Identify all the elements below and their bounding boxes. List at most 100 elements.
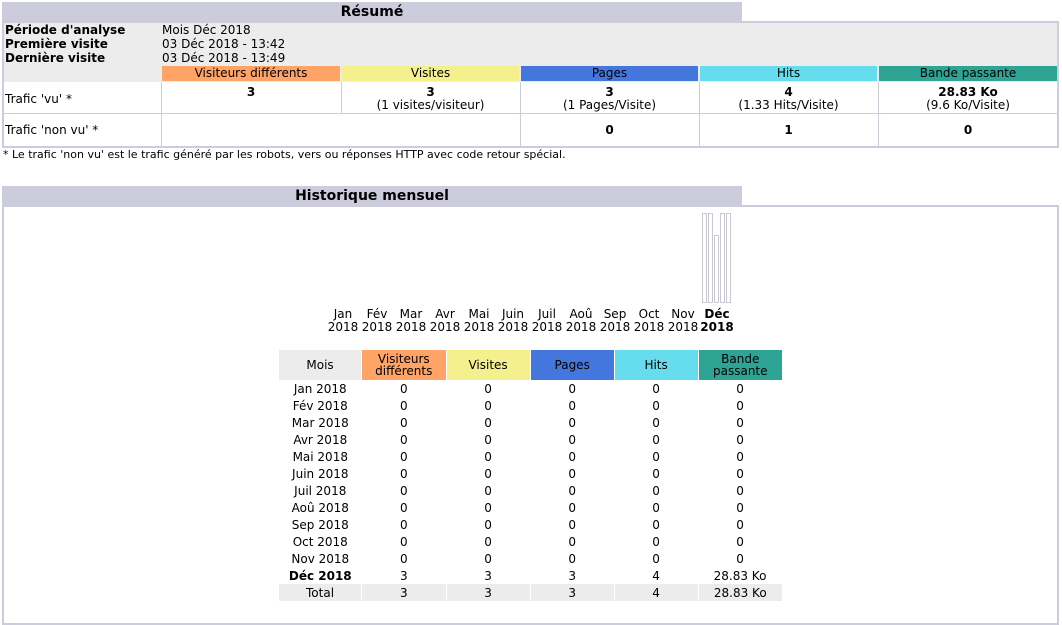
- history-cell-pages: 0: [568, 449, 576, 464]
- table-row: Sep 2018 0 0 0 0 0: [279, 516, 782, 533]
- history-cell-visitors: 0: [399, 432, 408, 447]
- history-cell-visitors: 0: [399, 398, 408, 413]
- history-cell-visits: 0: [484, 517, 492, 532]
- history-header-row: Mois Visiteurs différents Visites Pages …: [279, 350, 782, 380]
- history-col-hits: Hits: [613, 350, 699, 380]
- history-cell-pages: 0: [568, 534, 576, 549]
- history-cell-month: Mai 2018: [292, 449, 348, 464]
- table-row: Oct 2018 0 0 0 0 0: [279, 533, 782, 550]
- not-viewed-traffic-label: Trafic 'non vu' *: [5, 123, 99, 137]
- traffic-footnote: * Le trafic 'non vu' est le trafic génér…: [3, 148, 566, 161]
- history-cell-month: Juil 2018: [294, 483, 347, 498]
- history-cell-pages: 0: [568, 483, 576, 498]
- table-row: Mar 2018 0 0 0 0 0: [279, 414, 782, 431]
- history-cell-month: Aoû 2018: [291, 500, 349, 515]
- history-cell-pages: 0: [568, 500, 576, 515]
- history-table: Mois Visiteurs différents Visites Pages …: [279, 350, 782, 601]
- history-cell-pages: 0: [568, 415, 576, 430]
- first-visit-label: Première visite: [5, 37, 108, 51]
- viewed-hits: 4: [784, 85, 793, 99]
- table-row: Avr 2018 0 0 0 0 0: [279, 431, 782, 448]
- viewed-visits-ratio: (1 visites/visiteur): [376, 98, 485, 112]
- viewed-visits: 3: [426, 85, 435, 99]
- history-cell-visitors: 0: [399, 449, 408, 464]
- history-cell-month: Fév 2018: [292, 398, 348, 413]
- history-cell-month: Sep 2018: [291, 517, 349, 532]
- viewed-traffic-label: Trafic 'vu' *: [5, 92, 72, 106]
- history-cell-visits: 0: [484, 432, 492, 447]
- summary-col-visitors: Visiteurs différents: [162, 66, 340, 81]
- history-cell-hits: 0: [652, 449, 660, 464]
- not-viewed-bandwidth: 0: [963, 123, 973, 137]
- history-cell-hits: 4: [613, 584, 699, 601]
- table-row: Juil 2018 0 0 0 0 0: [279, 482, 782, 499]
- history-cell-pages: 0: [568, 551, 576, 566]
- table-row: Aoû 2018 0 0 0 0 0: [279, 499, 782, 516]
- history-cell-visitors: 3: [361, 584, 447, 601]
- history-cell-month: Total: [279, 584, 362, 601]
- history-cell-visits: 3: [445, 584, 531, 601]
- summary-title: Résumé: [2, 2, 742, 22]
- history-cell-bandwidth: 28.83 Ko: [713, 568, 767, 583]
- history-cell-visitors: 0: [399, 551, 408, 566]
- history-cell-pages: 0: [568, 466, 576, 481]
- history-cell-hits: 0: [652, 517, 660, 532]
- history-cell-visits: 0: [484, 483, 492, 498]
- history-cell-visitors: 0: [399, 381, 408, 396]
- history-cell-month: Mar 2018: [291, 415, 349, 430]
- history-cell-visitors: 0: [399, 415, 408, 430]
- history-col-month: Mois: [279, 350, 362, 380]
- period-value: Mois Déc 2018: [162, 23, 251, 37]
- history-cell-visits: 0: [484, 449, 492, 464]
- viewed-bandwidth: 28.83 Ko: [938, 85, 998, 99]
- history-cell-bandwidth: 0: [736, 466, 744, 481]
- history-cell-bandwidth: 0: [736, 500, 744, 515]
- history-cell-hits: 0: [652, 483, 660, 498]
- history-cell-bandwidth: 0: [736, 398, 744, 413]
- history-cell-bandwidth: 0: [736, 449, 744, 464]
- viewed-bandwidth-ratio: (9.6 Ko/Visite): [926, 98, 1010, 112]
- history-cell-hits: 4: [652, 568, 660, 583]
- history-cell-visits: 0: [484, 551, 492, 566]
- table-row: Mai 2018 0 0 0 0 0: [279, 448, 782, 465]
- last-visit-label: Dernière visite: [5, 51, 106, 65]
- history-col-bandwidth: Bande passante: [697, 350, 782, 380]
- table-row: Juin 2018 0 0 0 0 0: [279, 465, 782, 482]
- not-viewed-pages: 0: [605, 123, 614, 137]
- history-cell-visits: 0: [484, 381, 492, 396]
- history-cell-hits: 0: [652, 500, 660, 515]
- history-cell-month: Nov 2018: [291, 551, 350, 566]
- history-cell-visitors: 0: [399, 466, 408, 481]
- history-cell-visitors: 0: [399, 500, 408, 515]
- history-cell-pages: 0: [568, 432, 576, 447]
- history-col-visits: Visites: [445, 350, 531, 380]
- history-cell-month: Oct 2018: [292, 534, 348, 549]
- history-cell-visits: 0: [484, 534, 492, 549]
- history-cell-visitors: 0: [399, 517, 408, 532]
- history-cell-visitors: 0: [399, 534, 408, 549]
- history-cell-month: Jan 2018: [293, 381, 347, 396]
- history-cell-month: Avr 2018: [293, 432, 348, 447]
- first-visit-value: 03 Déc 2018 - 13:42: [162, 37, 286, 51]
- history-cell-hits: 0: [652, 415, 660, 430]
- not-viewed-hits: 1: [784, 123, 793, 137]
- history-cell-bandwidth: 0: [736, 534, 744, 549]
- viewed-pages-ratio: (1 Pages/Visite): [562, 98, 657, 112]
- history-title: Historique mensuel: [2, 186, 742, 206]
- period-label: Période d'analyse: [5, 23, 126, 37]
- history-cell-pages: 0: [568, 381, 576, 396]
- history-col-visitors: Visiteurs différents: [361, 350, 447, 380]
- summary-col-visits: Visites: [342, 66, 519, 81]
- history-cell-visitors: 3: [399, 568, 408, 583]
- table-row: Déc 2018 3 3 3 4 28.83 Ko: [279, 567, 782, 584]
- history-cell-visits: 0: [484, 415, 492, 430]
- history-cell-bandwidth: 0: [736, 517, 744, 532]
- history-cell-visits: 3: [484, 568, 492, 583]
- history-cell-hits: 0: [652, 398, 660, 413]
- history-cell-bandwidth: 0: [736, 551, 744, 566]
- summary-col-pages: Pages: [521, 66, 698, 81]
- history-cell-bandwidth: 28.83 Ko: [697, 584, 782, 601]
- history-cell-visits: 0: [484, 500, 492, 515]
- history-cell-hits: 0: [652, 381, 660, 396]
- summary-col-bandwidth: Bande passante: [879, 66, 1057, 81]
